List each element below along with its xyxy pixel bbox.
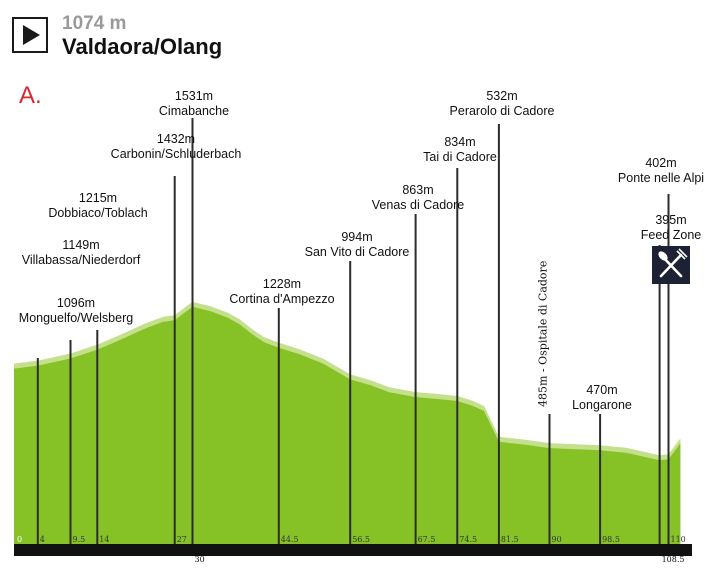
km-tick-label: 110: [671, 535, 686, 544]
play-icon[interactable]: [12, 17, 48, 53]
km-tick-label: 98.5: [602, 535, 620, 544]
waypoint-name: Dobbiaco/Toblach: [48, 206, 147, 220]
km-tick-label: 108.5: [662, 555, 685, 564]
waypoint-name: Cimabanche: [159, 104, 229, 118]
km-tick-label: 56.5: [352, 535, 370, 544]
km-tick-label: 9.5: [73, 535, 86, 544]
route-letter: A.: [19, 82, 42, 109]
waypoint-elevation: 994m: [341, 230, 372, 244]
waypoint-name: Monguelfo/Welsberg: [19, 311, 133, 325]
waypoint-name: Carbonin/Schluderbach: [111, 147, 242, 161]
km-tick-label: 4: [40, 535, 45, 544]
km-tick-label: 81.5: [501, 535, 519, 544]
play-triangle-icon: [23, 25, 40, 45]
waypoint-name: Longarone: [572, 398, 632, 412]
waypoint-name: Tai di Cadore: [423, 150, 497, 164]
km-tick-label: 27: [177, 535, 187, 544]
waypoint-elevation: 1432m: [157, 132, 195, 146]
waypoint-name: San Vito di Cadore: [305, 245, 410, 259]
km-tick-label: 30: [195, 555, 205, 564]
waypoint-name: Feed Zone: [641, 228, 702, 242]
waypoint-elevation: 834m: [444, 135, 475, 149]
km-tick-label: 90: [552, 535, 562, 544]
waypoint-name: Cortina d'Ampezzo: [229, 292, 334, 306]
waypoint-name: Perarolo di Cadore: [450, 104, 555, 118]
km-tick-label: 74.5: [459, 535, 477, 544]
waypoint-elevation: 532m: [486, 89, 517, 103]
start-elevation: 1074 m: [62, 13, 127, 34]
waypoint-label-rotated: 485m - Ospitale di Cadore: [537, 261, 550, 407]
waypoint-elevation: 1215m: [79, 191, 117, 205]
waypoint-elevation: 1228m: [263, 277, 301, 291]
waypoint-name: Ponte nelle Alpi: [618, 171, 704, 185]
km-tick-label: 0: [17, 535, 22, 544]
waypoint-name: Villabassa/Niederdorf: [22, 253, 141, 267]
fork-knife-icon: [652, 246, 690, 284]
km-tick-label: 67.5: [418, 535, 436, 544]
waypoint-elevation: 1531m: [175, 89, 213, 103]
waypoint-elevation: 402m: [645, 156, 676, 170]
waypoint-elevation: 470m: [586, 383, 617, 397]
km-axis-bar: [14, 544, 692, 556]
profile-area: [14, 306, 681, 544]
waypoint-name: Venas di Cadore: [372, 198, 464, 212]
km-tick-label: 14: [99, 535, 109, 544]
waypoint-elevation: 1149m: [62, 238, 99, 252]
start-town: Valdaora/Olang: [62, 34, 223, 59]
km-tick-label: 44.5: [281, 535, 299, 544]
waypoint-elevation: 395m: [655, 213, 686, 227]
waypoint-elevation: 863m: [402, 183, 433, 197]
waypoint-elevation: 1096m: [57, 296, 95, 310]
